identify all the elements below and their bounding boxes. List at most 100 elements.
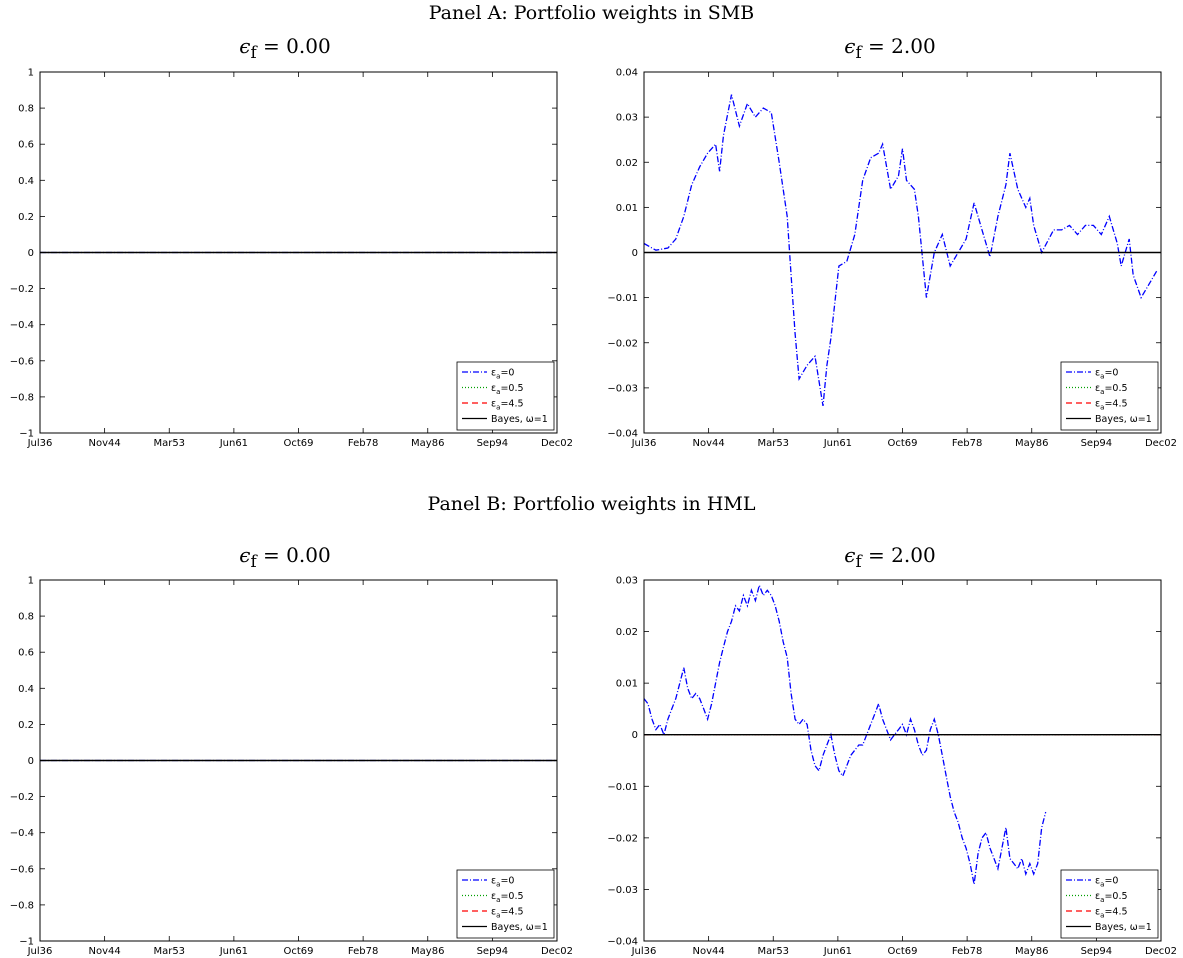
x-tick-label: Feb78 (952, 438, 982, 449)
legend-label: εa=4.5 (491, 907, 524, 920)
x-tick-label: May86 (411, 438, 444, 449)
legend-label: εa=0 (1095, 368, 1118, 381)
x-tick-label: Oct69 (887, 946, 917, 957)
x-tick-label: Oct69 (283, 946, 313, 957)
y-tick-label: 0 (632, 730, 638, 741)
x-tick-label: Oct69 (887, 438, 917, 449)
x-tick-label: Jul36 (631, 438, 657, 449)
x-tick-label: May86 (1015, 438, 1048, 449)
subplot-1: 0.04 0.03 0.02 0.01 0 −0.01 −0.02 −0.03 −0.04Jul… (607, 68, 1177, 450)
y-tick-label: −0.8 (10, 392, 34, 403)
legend-label: εa=0.5 (1095, 891, 1128, 904)
y-tick-label: 0.6 (18, 140, 34, 151)
y-tick-label: −0.02 (607, 338, 638, 349)
x-tick-label: Nov44 (693, 946, 725, 957)
y-tick-label: 1 (28, 68, 34, 79)
legend: εa=0 εa=0.5 εa=4.5 Bayes, ω=1 (1060, 361, 1159, 431)
x-tick-label: Jun61 (823, 946, 852, 957)
legend-label: εa=4.5 (491, 399, 524, 412)
series-line-0 (643, 583, 1047, 885)
legend: εa=0 εa=0.5 εa=4.5 Bayes, ω=1 (456, 869, 555, 939)
y-tick-label: −0.6 (10, 356, 34, 367)
plot-frame (39, 579, 558, 942)
x-tick-label: Jun61 (823, 438, 852, 449)
y-tick-label: 1 (28, 576, 34, 587)
y-tick-label: 0.02 (616, 627, 638, 638)
y-tick-label: −0.04 (607, 429, 638, 440)
panel-b-title: Panel B: Portfolio weights in HML (427, 493, 756, 515)
x-tick-label: Jun61 (219, 946, 248, 957)
x-tick-label: Mar53 (757, 946, 789, 957)
x-tick-label: Dec02 (1145, 438, 1177, 449)
y-tick-label: −0.8 (10, 900, 34, 911)
plot-frame (643, 579, 1162, 942)
y-tick-label: 0.2 (18, 720, 34, 731)
legend-label: Bayes, ω=1 (491, 922, 548, 933)
x-tick-label: Sep94 (1081, 438, 1113, 449)
x-tick-label: Mar53 (153, 946, 185, 957)
x-tick-label: Nov44 (89, 946, 121, 957)
legend: εa=0 εa=0.5 εa=4.5 Bayes, ω=1 (456, 361, 555, 431)
x-tick-label: Feb78 (348, 438, 378, 449)
x-tick-label: Jul36 (27, 946, 53, 957)
y-tick-label: −0.02 (607, 833, 638, 844)
x-tick-label: Jun61 (219, 438, 248, 449)
y-tick-label: −0.2 (10, 792, 34, 803)
y-tick-label: 0.6 (18, 648, 34, 659)
y-tick-label: 0.4 (18, 684, 34, 695)
x-tick-label: Mar53 (153, 438, 185, 449)
y-tick-label: −1 (19, 937, 34, 948)
series-line-0 (643, 94, 1158, 407)
y-tick-label: 0 (28, 756, 34, 767)
x-tick-label: Jul36 (27, 438, 53, 449)
y-tick-label: 0.4 (18, 176, 34, 187)
y-tick-label: −0.03 (607, 383, 638, 394)
x-tick-label: Dec02 (1145, 946, 1177, 957)
x-tick-label: Oct69 (283, 438, 313, 449)
x-tick-label: Feb78 (952, 946, 982, 957)
y-tick-label: 0.03 (616, 113, 638, 124)
plot-frame (643, 71, 1162, 434)
x-tick-label: Dec02 (541, 438, 573, 449)
y-tick-label: 0.04 (616, 68, 638, 79)
y-tick-label: −0.03 (607, 885, 638, 896)
legend-label: εa=4.5 (1095, 907, 1128, 920)
y-tick-label: −0.4 (10, 828, 34, 839)
legend-label: εa=0 (491, 876, 514, 889)
y-tick-label: −0.4 (10, 320, 34, 331)
y-tick-label: 0.03 (616, 576, 638, 587)
legend-label: Bayes, ω=1 (491, 414, 548, 425)
x-tick-label: Sep94 (477, 438, 509, 449)
x-tick-label: Mar53 (757, 438, 789, 449)
y-tick-label: −1 (19, 429, 34, 440)
x-tick-label: Jul36 (631, 946, 657, 957)
plot-frame (39, 71, 558, 434)
x-tick-label: May86 (1015, 946, 1048, 957)
x-tick-label: Dec02 (541, 946, 573, 957)
y-tick-label: −0.01 (607, 293, 638, 304)
subplot-a-left-title: ϵf = 0.00 (239, 34, 331, 62)
x-tick-label: Nov44 (89, 438, 121, 449)
legend-label: Bayes, ω=1 (1095, 922, 1152, 933)
y-tick-label: −0.2 (10, 284, 34, 295)
y-tick-label: −0.6 (10, 864, 34, 875)
legend-label: Bayes, ω=1 (1095, 414, 1152, 425)
y-tick-label: 0.2 (18, 212, 34, 223)
legend-label: εa=4.5 (1095, 399, 1128, 412)
subplot-b-right-title: ϵf = 2.00 (844, 543, 936, 571)
legend-label: εa=0 (1095, 876, 1118, 889)
y-tick-label: −0.01 (607, 782, 638, 793)
y-tick-label: 0 (632, 248, 638, 259)
legend-label: εa=0.5 (1095, 383, 1128, 396)
y-tick-label: 0.01 (616, 679, 638, 690)
legend-label: εa=0.5 (491, 383, 524, 396)
x-tick-label: Sep94 (477, 946, 509, 957)
y-tick-label: −0.04 (607, 937, 638, 948)
y-tick-label: 0.01 (616, 203, 638, 214)
y-tick-label: 0 (28, 248, 34, 259)
legend: εa=0 εa=0.5 εa=4.5 Bayes, ω=1 (1060, 869, 1159, 939)
subplot-b-left-title: ϵf = 0.00 (239, 543, 331, 571)
